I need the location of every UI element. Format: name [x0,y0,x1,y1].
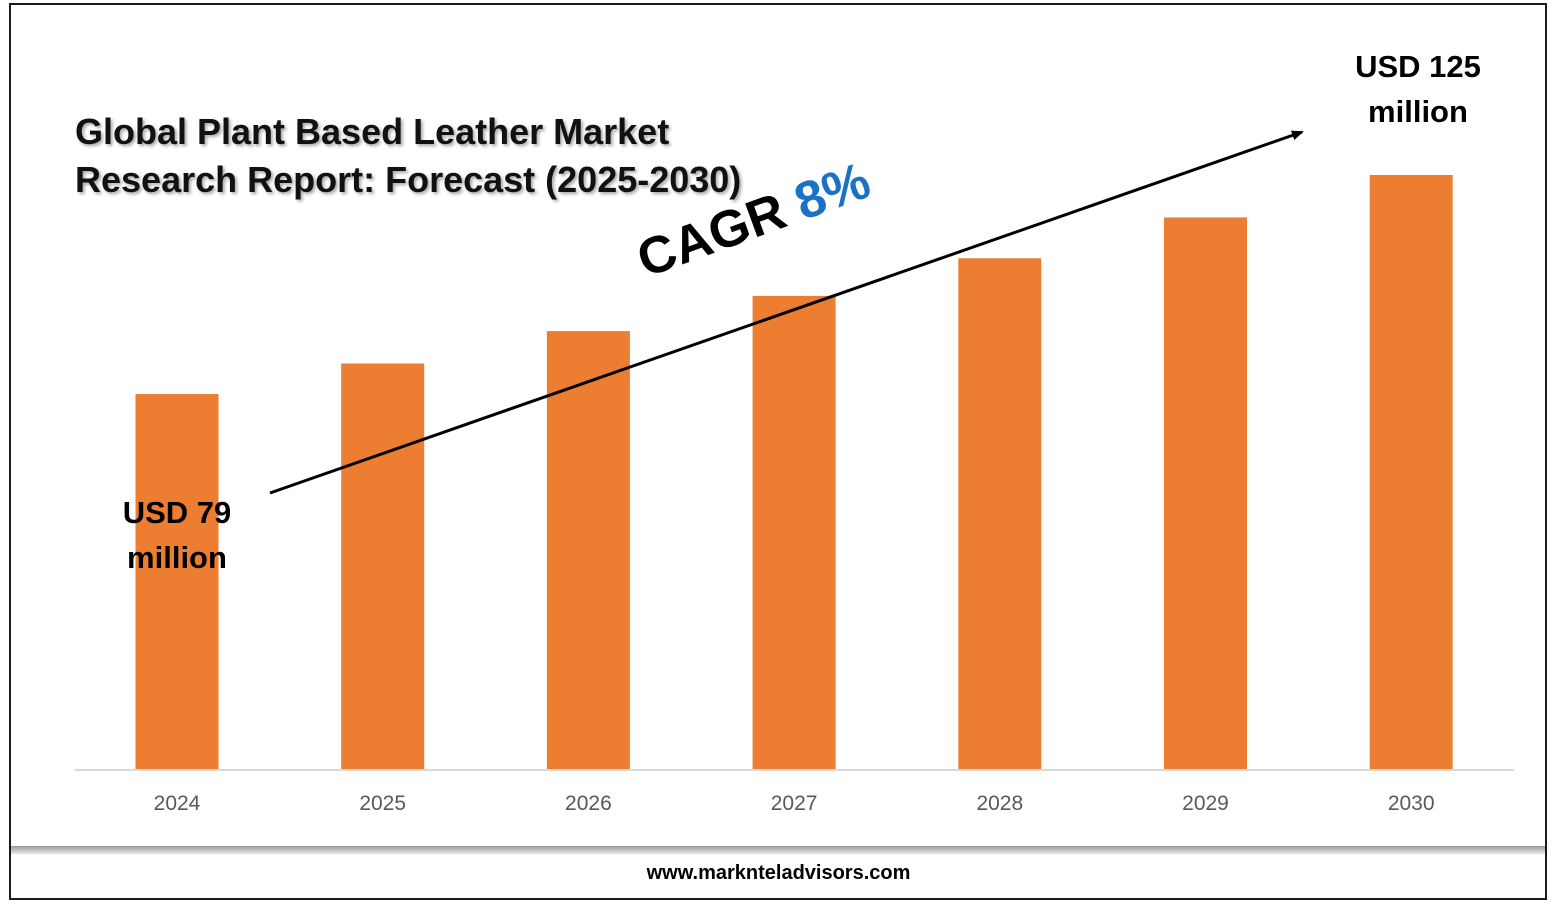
bar-2026 [546,331,630,770]
bar-2027 [752,295,836,770]
chart-title: Global Plant Based Leather Market Resear… [75,108,741,204]
end-value-line1: USD 125 [1355,49,1481,84]
x-tick-label-2027: 2027 [771,792,818,815]
end-value-line2: million [1368,94,1468,129]
x-tick-label-2028: 2028 [976,792,1023,815]
bar-2024 [135,394,219,770]
start-value-callout: USD 79 million [92,490,262,580]
x-tick-label-2025: 2025 [359,792,406,815]
x-tick-label-2026: 2026 [565,792,612,815]
chart-title-line2: Research Report: Forecast (2025-2030) [75,159,742,200]
footer-divider [11,846,1545,854]
bar-2030 [1369,175,1453,770]
start-value-line1: USD 79 [122,495,232,530]
x-tick-label-2030: 2030 [1388,792,1435,815]
chart-title-line1: Global Plant Based Leather Market [75,111,670,152]
x-tick-label-2029: 2029 [1182,792,1229,815]
bar-2025 [341,363,425,770]
x-tick-labels: 2024 2025 2026 2027 2028 2029 2030 [154,792,1435,815]
bars-layer [135,175,1453,770]
trend-arrow [269,130,1304,495]
bar-2028 [958,258,1042,770]
start-value-line2: million [127,540,227,575]
footer-website[interactable]: www.marknteladvisors.com [646,862,911,884]
x-tick-label-2024: 2024 [154,792,201,815]
end-value-callout: USD 125 million [1333,44,1503,134]
bar-2029 [1164,217,1247,770]
